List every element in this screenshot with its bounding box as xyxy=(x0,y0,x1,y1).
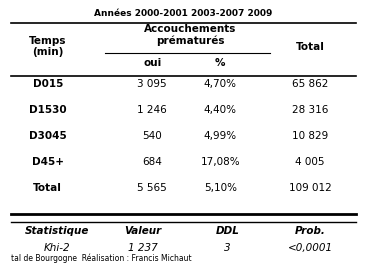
Text: <0,0001: <0,0001 xyxy=(288,243,333,253)
Text: 4,99%: 4,99% xyxy=(204,131,237,141)
Text: 3: 3 xyxy=(224,243,231,253)
Text: D015: D015 xyxy=(33,79,63,89)
Text: D1530: D1530 xyxy=(29,105,66,115)
Text: Total: Total xyxy=(33,183,62,193)
Text: tal de Bourgogne  Réalisation : Francis Michaut: tal de Bourgogne Réalisation : Francis M… xyxy=(11,253,192,263)
Text: Années 2000-2001 2003-2007 2009: Années 2000-2001 2003-2007 2009 xyxy=(94,9,273,18)
Text: Prob.: Prob. xyxy=(295,226,326,236)
Text: 4,70%: 4,70% xyxy=(204,79,237,89)
Text: Statistique: Statistique xyxy=(25,226,89,236)
Text: 109 012: 109 012 xyxy=(289,183,331,193)
Text: Khi-2: Khi-2 xyxy=(44,243,70,253)
Text: 17,08%: 17,08% xyxy=(200,157,240,167)
Text: 4,40%: 4,40% xyxy=(204,105,237,115)
Text: 65 862: 65 862 xyxy=(292,79,328,89)
Text: D45+: D45+ xyxy=(32,157,64,167)
Text: 28 316: 28 316 xyxy=(292,105,328,115)
Text: 1 237: 1 237 xyxy=(128,243,158,253)
Text: %: % xyxy=(215,57,225,68)
Text: 5,10%: 5,10% xyxy=(204,183,237,193)
Text: 3 095: 3 095 xyxy=(138,79,167,89)
Text: 1 246: 1 246 xyxy=(137,105,167,115)
Text: 10 829: 10 829 xyxy=(292,131,328,141)
Text: 5 565: 5 565 xyxy=(137,183,167,193)
Text: Valeur: Valeur xyxy=(124,226,162,236)
Text: Temps
(min): Temps (min) xyxy=(29,36,66,57)
Text: Accouchements
prématurés: Accouchements prématurés xyxy=(144,24,236,46)
Text: D3045: D3045 xyxy=(29,131,66,141)
Text: 540: 540 xyxy=(142,131,162,141)
Text: Total: Total xyxy=(296,41,324,52)
Text: 4 005: 4 005 xyxy=(295,157,325,167)
Text: DDL: DDL xyxy=(215,226,240,236)
Text: oui: oui xyxy=(143,57,161,68)
Text: 684: 684 xyxy=(142,157,162,167)
